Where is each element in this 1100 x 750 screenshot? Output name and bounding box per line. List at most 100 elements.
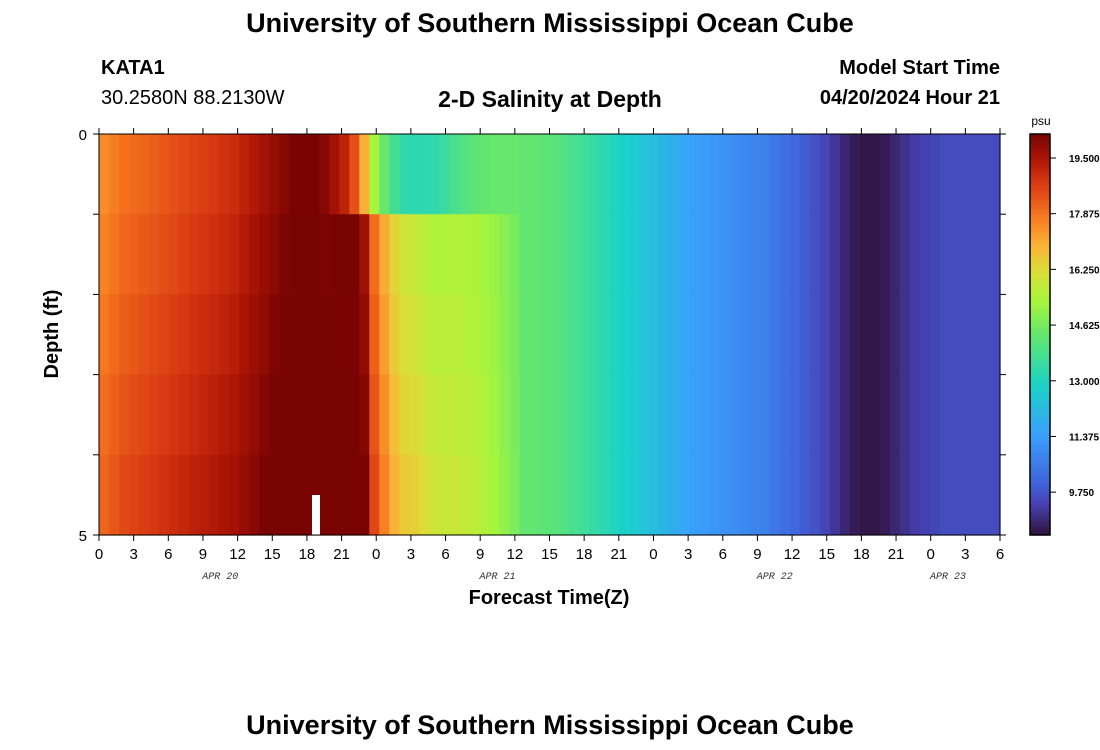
heatmap-cell xyxy=(419,294,430,376)
heatmap-cell xyxy=(159,134,170,215)
heatmap-cell xyxy=(499,134,511,215)
heatmap-cell xyxy=(979,454,991,536)
heatmap-cell xyxy=(369,134,380,215)
heatmap-cell xyxy=(119,454,130,536)
heatmap-cell xyxy=(839,374,851,456)
heatmap-cell xyxy=(559,214,571,295)
heatmap-cell xyxy=(319,374,330,456)
heatmap-cell xyxy=(699,294,711,376)
heatmap-cell xyxy=(289,214,300,295)
heatmap-cell xyxy=(899,134,911,215)
heatmap-cell xyxy=(699,134,711,215)
heatmap-cell xyxy=(849,294,861,376)
heatmap-cell xyxy=(979,374,991,456)
heatmap-cell xyxy=(519,374,531,456)
heatmap-cell xyxy=(419,374,430,456)
heatmap-cell xyxy=(669,294,681,376)
x-tick-label: 0 xyxy=(372,546,380,563)
heatmap-cell xyxy=(559,454,571,536)
heatmap-cell xyxy=(859,374,871,456)
colorbar-tick-label: 14.625 xyxy=(1069,321,1100,332)
heatmap-cell xyxy=(299,454,310,536)
heatmap-cell xyxy=(139,374,150,456)
heatmap-cell xyxy=(439,134,450,215)
colorbar-tick-label: 17.875 xyxy=(1069,210,1100,221)
heatmap-cell xyxy=(489,374,501,456)
heatmap-cell xyxy=(609,134,621,215)
heatmap-cell xyxy=(749,214,761,295)
x-tick-label: 6 xyxy=(996,546,1004,563)
heatmap-cell xyxy=(429,374,440,456)
x-tick-label: 0 xyxy=(927,546,935,563)
heatmap-cell xyxy=(859,134,871,215)
heatmap-cell xyxy=(339,374,350,456)
heatmap-cell xyxy=(149,134,160,215)
heatmap-cell xyxy=(449,134,460,215)
heatmap-cell xyxy=(699,454,711,536)
heatmap-cell xyxy=(509,214,521,295)
heatmap-cell xyxy=(799,454,811,536)
heatmap-cell xyxy=(359,134,370,215)
heatmap-cell xyxy=(569,374,581,456)
heatmap-cell xyxy=(849,374,861,456)
heatmap-cell xyxy=(509,454,521,536)
heatmap-cell xyxy=(729,374,741,456)
heatmap-cell xyxy=(119,214,130,295)
heatmap-cell xyxy=(99,374,110,456)
heatmap-cell xyxy=(679,214,691,295)
heatmap-cell xyxy=(409,374,420,456)
heatmap-cell xyxy=(549,214,561,295)
heatmap-cell xyxy=(599,214,611,295)
heatmap-cell xyxy=(359,374,370,456)
heatmap-cell xyxy=(149,214,160,295)
heatmap-cell xyxy=(169,374,180,456)
heatmap-cell xyxy=(499,374,511,456)
heatmap-cell xyxy=(879,134,891,215)
heatmap-cell xyxy=(109,294,120,376)
heatmap-cell xyxy=(129,454,140,536)
heatmap-cell xyxy=(199,214,210,295)
heatmap-cell xyxy=(409,454,420,536)
heatmap-cell xyxy=(149,374,160,456)
heatmap-cell xyxy=(989,134,1001,215)
heatmap-cell xyxy=(229,294,240,376)
heatmap-cell xyxy=(949,454,961,536)
heatmap-cell xyxy=(199,294,210,376)
heatmap-cell xyxy=(439,294,450,376)
heatmap-cell xyxy=(949,134,961,215)
heatmap-cell xyxy=(209,134,220,215)
heatmap-cell xyxy=(429,134,440,215)
x-tick-label: 3 xyxy=(407,546,415,563)
heatmap-cell xyxy=(219,454,230,536)
heatmap-cell xyxy=(489,214,501,295)
heatmap-cell xyxy=(219,214,230,295)
heatmap-cell xyxy=(479,214,491,295)
heatmap-cell xyxy=(599,454,611,536)
heatmap-cell xyxy=(399,134,410,215)
heatmap-cell xyxy=(179,294,190,376)
heatmap-cell xyxy=(809,134,821,215)
y-tick-label: 5 xyxy=(79,528,87,545)
heatmap-cell xyxy=(479,134,491,215)
model-start-label: Model Start Time xyxy=(839,57,1000,79)
heatmap-cell xyxy=(929,134,941,215)
heatmap-cell xyxy=(619,294,631,376)
heatmap-cell xyxy=(849,454,861,536)
heatmap-cell xyxy=(809,294,821,376)
station-id: KATA1 xyxy=(101,57,165,79)
heatmap-cell xyxy=(169,214,180,295)
heatmap-cell xyxy=(329,214,340,295)
heatmap-cell xyxy=(249,134,260,215)
x-axis-title: Forecast Time(Z) xyxy=(469,587,630,609)
heatmap-cell xyxy=(189,454,200,536)
heatmap-cell xyxy=(969,214,981,295)
heatmap-cell xyxy=(159,454,170,536)
heatmap-cell xyxy=(799,134,811,215)
heatmap-cell xyxy=(799,214,811,295)
heatmap-cell xyxy=(719,374,731,456)
heatmap-cell xyxy=(769,214,781,295)
heatmap-cell xyxy=(889,134,901,215)
heatmap-cell xyxy=(739,374,751,456)
heatmap-cell xyxy=(589,374,601,456)
heatmap-cell xyxy=(559,294,571,376)
